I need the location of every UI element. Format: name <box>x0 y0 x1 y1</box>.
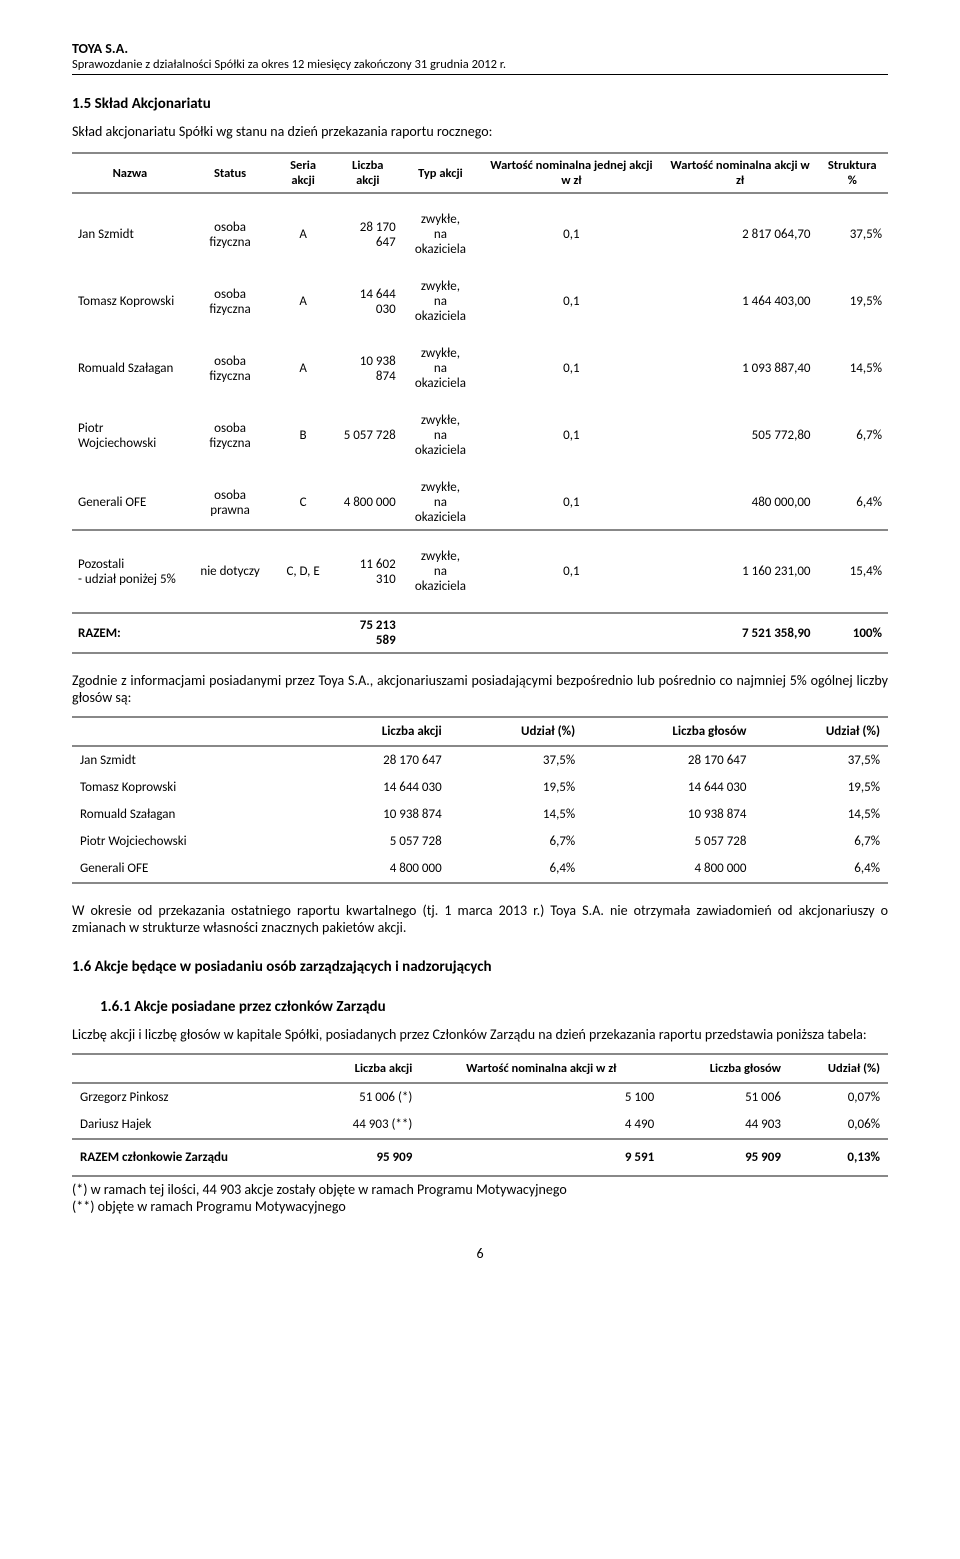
col-seria: Seria akcji <box>272 153 333 193</box>
table-row: Romuald Szałaganosoba fizycznaA10 938 87… <box>72 342 888 395</box>
table-row: Piotr Wojciechowskiosoba fizycznaB5 057 … <box>72 409 888 462</box>
page-number: 6 <box>72 1245 888 1262</box>
col-empty <box>72 717 305 746</box>
col-udzial2: Udział (%) <box>754 717 888 746</box>
para-no-notifications: W okresie od przekazania ostatniego rapo… <box>72 902 888 936</box>
votes-table: Liczba akcji Udział (%) Liczba głosów Ud… <box>72 716 888 884</box>
table-row: Dariusz Hajek44 903 (**)4 49044 9030,06% <box>72 1111 888 1139</box>
footnote-1: (*) w ramach tej ilości, 44 903 akcje zo… <box>72 1181 888 1198</box>
table-row-pozostali: Pozostali- udział poniżej 5%nie dotyczyC… <box>72 545 888 598</box>
shareholders-table: Nazwa Status Seria akcji Liczba akcji Ty… <box>72 152 888 654</box>
table-row-razem: RAZEM członkowie Zarządu95 9099 59195 90… <box>72 1139 888 1176</box>
section-1-6-1-heading: 1.6.1 Akcje posiadane przez członków Zar… <box>100 998 888 1016</box>
table-row: Tomasz Koprowski14 644 03019,5%14 644 03… <box>72 774 888 801</box>
footnote-2: (**) objęte w ramach Programu Motywacyjn… <box>72 1198 888 1215</box>
section-1-5-intro: Skład akcjonariatu Spółki wg stanu na dz… <box>72 123 888 140</box>
col-liczba-glosow: Liczba głosów <box>583 717 754 746</box>
table-row-razem: RAZEM:75 213 5897 521 358,90100% <box>72 613 888 653</box>
table-row: Romuald Szałagan10 938 87414,5%10 938 87… <box>72 801 888 828</box>
table-row: Grzegorz Pinkosz51 006 (*)5 10051 0060,0… <box>72 1083 888 1111</box>
col-nazwa: Nazwa <box>72 153 188 193</box>
col-struktura: Struktura % <box>817 153 888 193</box>
col-empty <box>72 1054 310 1083</box>
col-liczba: Liczba akcji <box>334 153 402 193</box>
doc-subtitle: Sprawozdanie z działalności Spółki za ok… <box>72 57 888 75</box>
board-shares-table: Liczba akcji Wartość nominalna akcji w z… <box>72 1053 888 1177</box>
para-shareholders-5pct: Zgodnie z informacjami posiadanymi przez… <box>72 672 888 706</box>
col-liczba-akcji: Liczba akcji <box>310 1054 420 1083</box>
col-liczba-glosow: Liczba głosów <box>662 1054 789 1083</box>
col-wn: Wartość nominalna akcji w zł <box>664 153 817 193</box>
col-wn: Wartość nominalna akcji w zł <box>420 1054 662 1083</box>
para-board-shares: Liczbę akcji i liczbę głosów w kapitale … <box>72 1026 888 1043</box>
table-row: Generali OFEosoba prawnaC4 800 000zwykłe… <box>72 476 888 530</box>
company-name: TOYA S.A. <box>72 40 888 57</box>
section-1-5-heading: 1.5 Skład Akcjonariatu <box>72 95 888 113</box>
col-udzial: Udział (%) <box>789 1054 888 1083</box>
table-row: Jan Szmidt28 170 64737,5%28 170 64737,5% <box>72 746 888 774</box>
table-row: Tomasz Koprowskiosoba fizycznaA14 644 03… <box>72 275 888 328</box>
col-liczba-akcji: Liczba akcji <box>305 717 450 746</box>
col-status: Status <box>188 153 273 193</box>
col-udzial1: Udział (%) <box>450 717 584 746</box>
col-wnj: Wartość nominalna jednej akcji w zł <box>479 153 664 193</box>
table-row: Piotr Wojciechowski5 057 7286,7%5 057 72… <box>72 828 888 855</box>
table-row: Jan Szmidtosoba fizycznaA28 170 647zwykł… <box>72 208 888 261</box>
section-1-6-heading: 1.6 Akcje będące w posiadaniu osób zarzą… <box>72 958 888 976</box>
table-row: Generali OFE4 800 0006,4%4 800 0006,4% <box>72 855 888 883</box>
col-typ: Typ akcji <box>402 153 479 193</box>
